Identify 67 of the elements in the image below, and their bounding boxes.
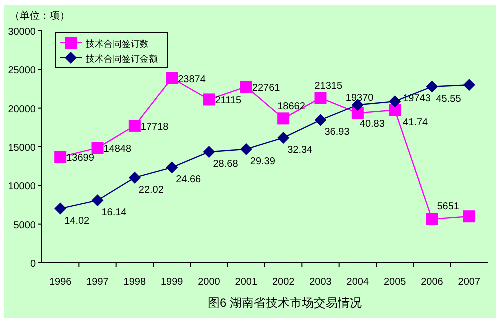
point xyxy=(203,94,216,106)
data-label: 28.68 xyxy=(213,159,239,170)
data-label: 32.34 xyxy=(288,144,314,156)
point xyxy=(389,96,402,108)
point xyxy=(278,132,290,144)
x-tick-label: 2002 xyxy=(272,277,296,288)
x-tick-label: 1996 xyxy=(49,277,72,288)
y-tick-label: 30000 xyxy=(8,27,36,38)
data-label: 21115 xyxy=(215,96,242,107)
legend-label: 技术合同签订金额 xyxy=(85,54,158,64)
x-tick-label: 2006 xyxy=(421,277,444,288)
point xyxy=(54,202,67,215)
legend-label: 技术合同签订数 xyxy=(85,39,149,49)
data-label: 22.02 xyxy=(138,184,164,196)
x-tick-label: 2005 xyxy=(384,277,407,288)
point xyxy=(389,104,402,116)
y-tick-label: 20000 xyxy=(8,104,36,116)
data-label: 18662 xyxy=(278,102,306,113)
point xyxy=(240,80,252,93)
data-label: 23874 xyxy=(178,74,206,86)
data-label: 24.66 xyxy=(176,174,202,186)
data-label: 19743 xyxy=(403,93,432,104)
data-label: 29.39 xyxy=(250,156,276,168)
point xyxy=(240,143,252,156)
point xyxy=(166,162,178,174)
x-tick-label: 2003 xyxy=(310,277,332,288)
data-label: 19370 xyxy=(346,93,374,104)
point xyxy=(314,114,327,126)
y-tick-label: 15000 xyxy=(8,143,36,154)
data-label: 14848 xyxy=(104,144,132,156)
data-label: 13699 xyxy=(66,153,95,164)
point xyxy=(128,172,141,184)
x-tick-label: 1999 xyxy=(160,277,184,288)
point xyxy=(278,112,290,125)
y-tick-label: 0 xyxy=(30,259,36,270)
data-label: 14.02 xyxy=(64,216,90,227)
data-label: 40.83 xyxy=(360,119,386,130)
point xyxy=(463,210,476,223)
data-label: 45.55 xyxy=(436,94,462,105)
x-tick-label: 2007 xyxy=(458,277,481,288)
point xyxy=(92,142,104,154)
point xyxy=(54,151,67,164)
data-label: 16.14 xyxy=(102,208,128,219)
point xyxy=(314,92,327,104)
data-label: 22761 xyxy=(252,82,281,94)
text: 图6 湖南省技术市场交易情况 xyxy=(208,296,362,310)
y-tick-label: 10000 xyxy=(8,182,36,193)
y-axis-title: （单位：项） xyxy=(10,10,70,22)
point xyxy=(426,80,438,93)
x-tick-label: 1997 xyxy=(86,277,110,288)
data-label: 41.74 xyxy=(403,118,429,129)
data-label: 5651 xyxy=(437,201,460,212)
y-tick-label: 5000 xyxy=(14,220,36,232)
point xyxy=(92,194,104,207)
point xyxy=(203,146,216,158)
y-tick-label: 25000 xyxy=(8,66,36,77)
point xyxy=(166,72,178,84)
point xyxy=(426,213,438,226)
x-tick-label: 2000 xyxy=(198,277,221,288)
point xyxy=(128,120,141,132)
data-label: 21315 xyxy=(314,81,343,92)
x-tick-label: 1998 xyxy=(124,277,146,288)
x-tick-label: 2001 xyxy=(235,277,258,288)
data-label: 17718 xyxy=(140,122,170,133)
point xyxy=(463,79,476,92)
x-tick-label: 2004 xyxy=(346,277,370,288)
data-label: 36.93 xyxy=(324,127,350,138)
